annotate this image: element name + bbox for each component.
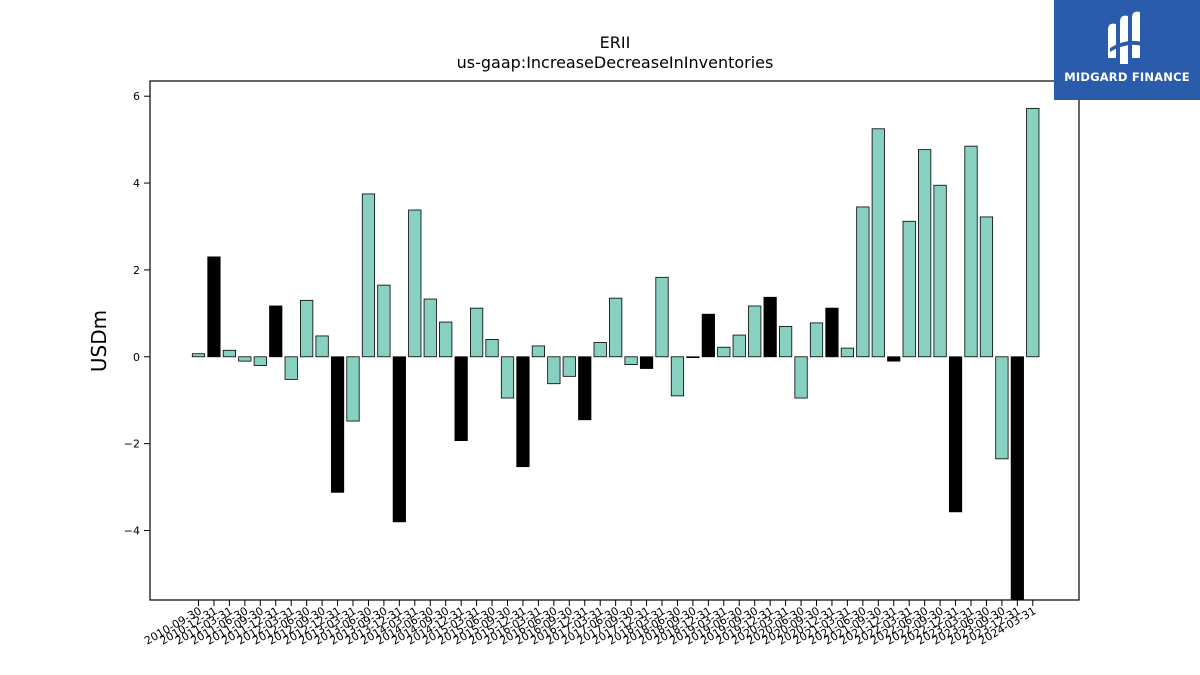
bar-2019-06-30 xyxy=(732,334,746,358)
bar-2016-03-31 xyxy=(531,345,546,358)
bar-2010-09-30 xyxy=(191,353,206,358)
y-tick-label: 2 xyxy=(133,264,140,277)
bar-2019-09-30 xyxy=(748,305,762,358)
y-tick-label: 6 xyxy=(133,90,140,103)
bar-2018-12-31 xyxy=(701,313,715,358)
bar-2017-09-30 xyxy=(624,356,638,366)
logo-text: MIDGARD FINANCE xyxy=(1064,70,1190,84)
y-axis-label: USDm xyxy=(87,310,111,372)
bar-2023-06-30 xyxy=(979,216,994,358)
bar-2022-09-30 xyxy=(933,184,947,358)
bar-2015-03-31 xyxy=(469,307,484,358)
bar-2023-12-31 xyxy=(1010,356,1024,601)
bar-2017-06-30 xyxy=(609,297,623,358)
bar-2019-03-31 xyxy=(717,346,731,358)
bar-2021-03-31 xyxy=(840,347,855,358)
bar-2017-12-31 xyxy=(639,356,654,369)
bar-2011-06-30 xyxy=(238,356,252,362)
bar-2015-12-31 xyxy=(516,356,530,468)
chart-subtitle: us-gaap:IncreaseDecreaseInInventories xyxy=(457,53,774,72)
bar-2013-06-30 xyxy=(361,193,376,358)
y-tick-label: 0 xyxy=(133,351,140,364)
bar-2012-12-31 xyxy=(330,356,345,493)
bar-2015-06-30 xyxy=(485,339,499,358)
bar-2012-09-30 xyxy=(315,335,329,358)
plot-frame xyxy=(149,80,1080,601)
bar-2014-06-30 xyxy=(423,298,437,358)
bar-2023-03-31 xyxy=(964,145,978,358)
bar-2013-09-30 xyxy=(377,284,391,358)
bar-2017-03-31 xyxy=(593,342,607,358)
y-tick-label: −2 xyxy=(124,438,140,451)
bar-2016-12-31 xyxy=(578,356,592,421)
bar-2022-03-31 xyxy=(902,220,916,358)
y-tick-label: 4 xyxy=(133,177,140,190)
bar-2018-09-30 xyxy=(686,356,700,358)
bar-2016-09-30 xyxy=(562,356,576,377)
bar-2011-09-30 xyxy=(253,356,267,366)
bar-2021-06-30 xyxy=(856,206,870,358)
bar-2022-12-31 xyxy=(948,356,963,513)
bar-2019-12-31 xyxy=(763,296,777,358)
bar-2020-12-31 xyxy=(825,307,839,358)
bar-2020-03-31 xyxy=(779,325,793,358)
bar-2013-03-31 xyxy=(346,356,360,422)
chart-title: ERII xyxy=(600,33,631,52)
bar-2015-09-30 xyxy=(500,356,515,399)
y-axis-ticks: −4 −2 0 2 4 6 xyxy=(124,90,150,538)
bar-2014-03-31 xyxy=(408,209,422,358)
bar-2018-03-31 xyxy=(655,276,669,358)
bar-2021-09-30 xyxy=(871,128,885,358)
bars-group xyxy=(191,107,1040,601)
bar-2011-03-31 xyxy=(222,349,236,358)
bar-2022-06-30 xyxy=(918,149,932,358)
bar-2020-09-30 xyxy=(809,322,824,358)
bar-2014-12-31 xyxy=(454,356,468,442)
midgard-logo-icon xyxy=(1108,11,1142,65)
x-axis-ticks: 2010-09-302010-12-312011-03-312011-06-30… xyxy=(142,600,1038,648)
bar-2021-12-31 xyxy=(887,356,901,362)
bar-2012-06-30 xyxy=(300,299,314,358)
bar-2020-06-30 xyxy=(794,356,808,399)
bar-2023-09-30 xyxy=(995,356,1009,460)
y-tick-label: −4 xyxy=(124,525,140,538)
bar-2013-12-31 xyxy=(392,356,406,523)
midgard-finance-logo: MIDGARD FINANCE xyxy=(1054,0,1200,100)
bar-2024-03-31 xyxy=(1026,107,1040,358)
bar-2018-06-30 xyxy=(670,356,685,397)
bar-2016-06-30 xyxy=(547,356,561,385)
bar-2010-12-31 xyxy=(207,256,221,358)
bar-2012-03-31 xyxy=(284,356,298,380)
bar-2011-12-31 xyxy=(269,305,283,358)
bar-2014-09-30 xyxy=(439,321,453,358)
